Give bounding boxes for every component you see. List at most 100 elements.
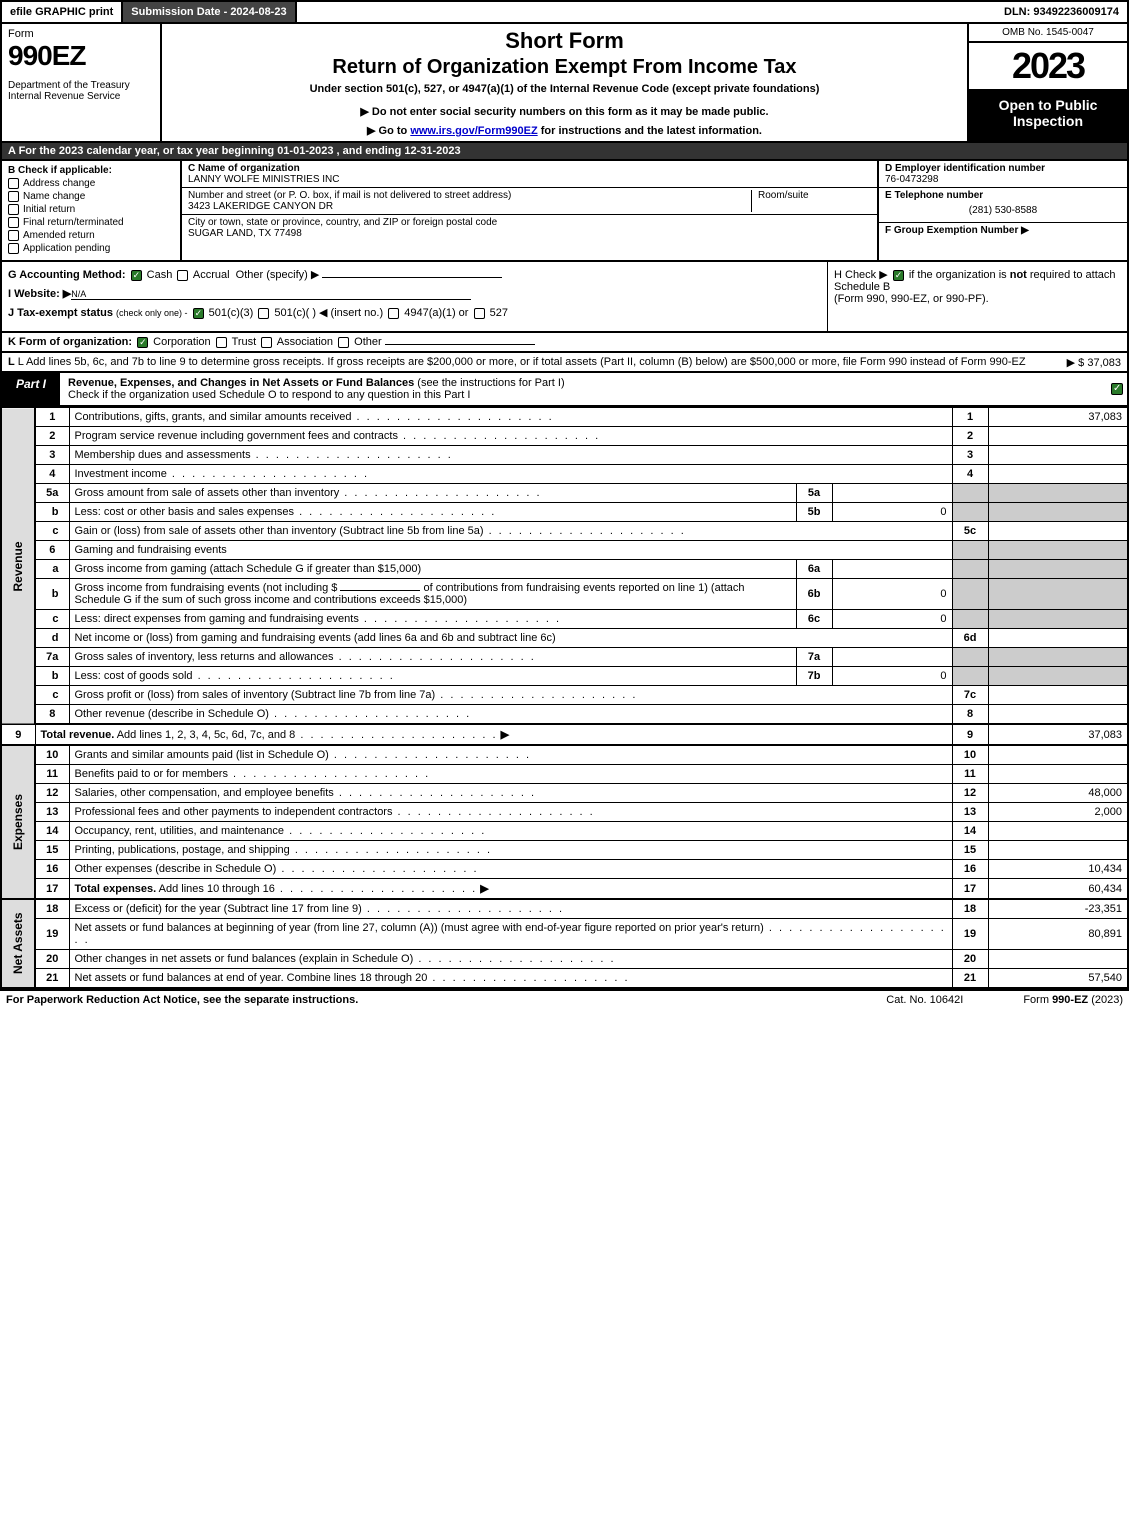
line-desc: Gain or (loss) from sale of assets other… xyxy=(75,525,484,537)
chk-other-org[interactable] xyxy=(338,337,349,348)
line-13: 13 Professional fees and other payments … xyxy=(1,803,1128,822)
linenum: 8 xyxy=(35,705,69,725)
linenum: 12 xyxy=(35,784,69,803)
chk-initial-return[interactable]: Initial return xyxy=(8,204,174,215)
line-6: 6 Gaming and fundraising events xyxy=(1,541,1128,560)
shade xyxy=(952,541,988,560)
j-label: J Tax-exempt status xyxy=(8,307,113,319)
part1-check[interactable] xyxy=(1107,373,1127,405)
sub-value: 0 xyxy=(832,579,952,610)
part1-desc: Revenue, Expenses, and Changes in Net As… xyxy=(60,373,1107,405)
line-9: 9 Total revenue. Add lines 1, 2, 3, 4, 5… xyxy=(1,724,1128,745)
amount: 57,540 xyxy=(988,969,1128,989)
amount xyxy=(988,465,1128,484)
row-k: K Form of organization: Corporation Trus… xyxy=(0,333,1129,353)
shade xyxy=(952,648,988,667)
chk-cash[interactable] xyxy=(131,270,142,281)
chk-corporation[interactable] xyxy=(137,337,148,348)
chk-address-change[interactable]: Address change xyxy=(8,178,174,189)
checkbox-icon xyxy=(1111,383,1123,395)
linenum: 5a xyxy=(35,484,69,503)
boxnum: 18 xyxy=(952,899,988,919)
sub-value: 0 xyxy=(832,503,952,522)
website-row: I Website: ▶N/A xyxy=(8,287,821,300)
linenum: a xyxy=(35,560,69,579)
tax-exempt-row: J Tax-exempt status (check only one) - 5… xyxy=(8,306,821,319)
linenum: 13 xyxy=(35,803,69,822)
k-label: K Form of organization: xyxy=(8,336,132,348)
amount xyxy=(988,765,1128,784)
chk-final-return[interactable]: Final return/terminated xyxy=(8,217,174,228)
shade xyxy=(988,560,1128,579)
header-left: Form 990EZ Department of the Treasury In… xyxy=(2,24,162,141)
chk-4947[interactable] xyxy=(388,308,399,319)
chk-schedule-b[interactable] xyxy=(893,270,904,281)
open-to-public: Open to Public Inspection xyxy=(969,91,1127,141)
boxnum: 17 xyxy=(952,879,988,900)
col-c-org-info: C Name of organization LANNY WOLFE MINIS… xyxy=(182,161,877,260)
chk-label: Address change xyxy=(23,178,95,189)
line-16: 16 Other expenses (describe in Schedule … xyxy=(1,860,1128,879)
boxnum: 6d xyxy=(952,629,988,648)
chk-501c[interactable] xyxy=(258,308,269,319)
boxnum: 10 xyxy=(952,745,988,765)
chk-amended-return[interactable]: Amended return xyxy=(8,230,174,241)
opt-other: Other xyxy=(354,336,382,348)
chk-501c3[interactable] xyxy=(193,308,204,319)
linenum: 6 xyxy=(35,541,69,560)
efile-label[interactable]: efile GRAPHIC print xyxy=(2,2,123,22)
chk-accrual[interactable] xyxy=(177,270,188,281)
line-desc: Other expenses (describe in Schedule O) xyxy=(75,863,277,875)
sub-value xyxy=(832,484,952,503)
short-form-title: Short Form xyxy=(168,28,961,54)
sidelabel-expenses: Expenses xyxy=(1,745,35,899)
top-bar: efile GRAPHIC print Submission Date - 20… xyxy=(0,0,1129,24)
goto-line: ▶ Go to www.irs.gov/Form990EZ for instru… xyxy=(168,124,961,137)
e-label: E Telephone number xyxy=(885,190,983,201)
linenum: 14 xyxy=(35,822,69,841)
linenum: c xyxy=(35,522,69,541)
part1-title: Revenue, Expenses, and Changes in Net As… xyxy=(68,377,414,389)
line-desc: Gross sales of inventory, less returns a… xyxy=(75,651,334,663)
shade xyxy=(988,648,1128,667)
boxnum: 3 xyxy=(952,446,988,465)
chk-application-pending[interactable]: Application pending xyxy=(8,243,174,254)
shade xyxy=(988,667,1128,686)
chk-association[interactable] xyxy=(261,337,272,348)
goto-link[interactable]: www.irs.gov/Form990EZ xyxy=(410,125,537,137)
chk-527[interactable] xyxy=(474,308,485,319)
linenum: 3 xyxy=(35,446,69,465)
chk-trust[interactable] xyxy=(216,337,227,348)
chk-label: Amended return xyxy=(23,230,95,241)
accrual-label: Accrual xyxy=(193,269,230,281)
line-20: 20 Other changes in net assets or fund b… xyxy=(1,950,1128,969)
l-text: L Add lines 5b, 6c, and 7b to line 9 to … xyxy=(18,356,1026,368)
h-text4: (Form 990, 990-EZ, or 990-PF). xyxy=(834,293,989,305)
ssn-warning: ▶ Do not enter social security numbers o… xyxy=(168,105,961,118)
j-note: (check only one) - xyxy=(116,308,188,318)
boxnum: 16 xyxy=(952,860,988,879)
dln-label: DLN: 93492236009174 xyxy=(996,2,1127,22)
boxnum: 4 xyxy=(952,465,988,484)
boxnum: 19 xyxy=(952,919,988,950)
opt-4947: 4947(a)(1) or xyxy=(404,307,468,319)
line-3: 3 Membership dues and assessments 3 xyxy=(1,446,1128,465)
linenum: 20 xyxy=(35,950,69,969)
checkbox-icon xyxy=(8,191,19,202)
shade xyxy=(952,579,988,610)
other-org-line xyxy=(385,344,535,345)
boxnum: 13 xyxy=(952,803,988,822)
header-right: OMB No. 1545-0047 2023 Open to Public In… xyxy=(967,24,1127,141)
boxnum: 8 xyxy=(952,705,988,725)
part1-header: Part I Revenue, Expenses, and Changes in… xyxy=(0,373,1129,407)
line-desc: Gross amount from sale of assets other t… xyxy=(75,487,340,499)
col-def: D Employer identification number 76-0473… xyxy=(877,161,1127,260)
boxnum: 9 xyxy=(952,724,988,745)
sub-label: 6c xyxy=(796,610,832,629)
line-17: 17 Total expenses. Add lines 10 through … xyxy=(1,879,1128,900)
g-label: G Accounting Method: xyxy=(8,269,126,281)
cash-label: Cash xyxy=(147,269,173,281)
chk-name-change[interactable]: Name change xyxy=(8,191,174,202)
l-amount: ▶ $ 37,083 xyxy=(1067,356,1121,369)
line-5a: 5a Gross amount from sale of assets othe… xyxy=(1,484,1128,503)
